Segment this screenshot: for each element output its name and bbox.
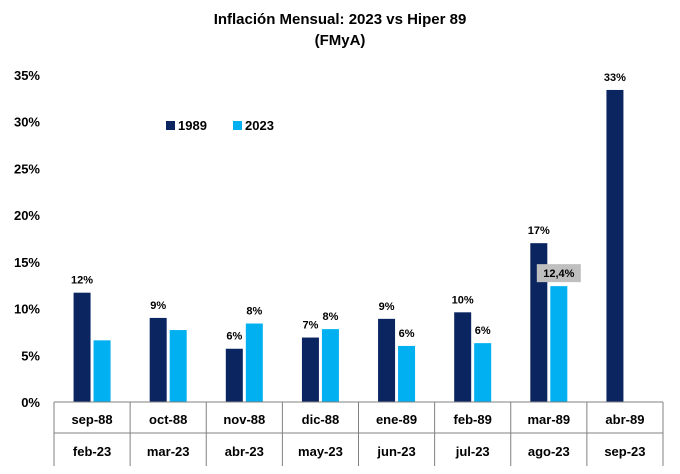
x-category-top: ene-89	[376, 412, 417, 427]
bar-1989-4	[378, 318, 396, 402]
bar-2023-0	[93, 340, 111, 402]
x-category-top: feb-89	[454, 412, 492, 427]
x-category-bottom: abr-23	[225, 444, 264, 459]
bar-1989-7	[606, 89, 624, 402]
bar-2023-3	[321, 329, 339, 402]
y-tick-label: 35%	[14, 68, 40, 83]
data-label: 17%	[528, 225, 550, 237]
x-category-top: sep-88	[71, 412, 112, 427]
data-label: 6%	[226, 331, 242, 343]
y-tick-label: 5%	[21, 348, 40, 363]
y-axis: 0% 5% 10% 15% 20% 25% 30% 35%	[14, 68, 40, 410]
data-label: 12%	[71, 275, 93, 287]
x-category-bottom: jun-23	[376, 444, 415, 459]
x-category-top: dic-88	[302, 412, 340, 427]
x-category-bottom: feb-23	[73, 444, 111, 459]
bar-2023-1	[169, 330, 187, 402]
x-category-top: mar-89	[527, 412, 570, 427]
data-label: 9%	[150, 300, 166, 312]
bar-1989-6	[530, 243, 548, 402]
legend-swatch-1989	[166, 121, 175, 130]
data-label: 12,4%	[543, 268, 574, 280]
y-tick-label: 30%	[14, 115, 40, 130]
data-label: 6%	[475, 325, 491, 337]
data-label: 7%	[302, 320, 318, 332]
legend-label-1989: 1989	[178, 118, 207, 133]
x-category-top: oct-88	[149, 412, 187, 427]
data-label: 8%	[322, 311, 338, 323]
bar-1989-1	[149, 317, 167, 402]
x-category-top: abr-89	[605, 412, 644, 427]
y-tick-label: 10%	[14, 302, 40, 317]
bar-2023-5	[474, 343, 492, 402]
bar-2023-2	[245, 323, 263, 402]
legend: 1989 2023	[166, 118, 274, 133]
bar-2023-4	[398, 345, 416, 402]
data-label: 8%	[246, 306, 262, 318]
legend-swatch-2023	[233, 121, 242, 130]
data-label: 33%	[604, 72, 626, 84]
legend-label-2023: 2023	[245, 118, 274, 133]
bar-1989-2	[225, 348, 243, 402]
data-label: 6%	[399, 328, 415, 340]
highlight-label-bg	[536, 264, 581, 283]
chart-subtitle: (FMyA)	[315, 32, 366, 49]
x-category-bottom: jul-23	[455, 444, 490, 459]
bars	[73, 89, 624, 402]
x-category-bottom: mar-23	[147, 444, 190, 459]
bar-1989-3	[301, 337, 319, 402]
bar-2023-6	[550, 286, 568, 402]
chart-title: Inflación Mensual: 2023 vs Hiper 89	[214, 11, 467, 28]
bar-1989-5	[454, 312, 472, 402]
x-category-bottom: may-23	[298, 444, 343, 459]
data-label: 9%	[379, 301, 395, 313]
y-tick-label: 15%	[14, 255, 40, 270]
x-category-bottom: ago-23	[528, 444, 570, 459]
y-tick-label: 25%	[14, 161, 40, 176]
y-tick-label: 20%	[14, 208, 40, 223]
data-labels: 12% 9% 6% 7% 9% 10% 17% 33% 8% 8% 6% 6% 12,4%	[71, 72, 626, 343]
x-category-bottom: sep-23	[604, 444, 645, 459]
data-label: 10%	[452, 294, 474, 306]
bar-1989-0	[73, 292, 91, 402]
x-category-top: nov-88	[223, 412, 265, 427]
y-tick-label: 0%	[21, 395, 40, 410]
x-axis: sep-88 oct-88 nov-88 dic-88 ene-89 feb-89 mar-…	[53, 401, 664, 466]
